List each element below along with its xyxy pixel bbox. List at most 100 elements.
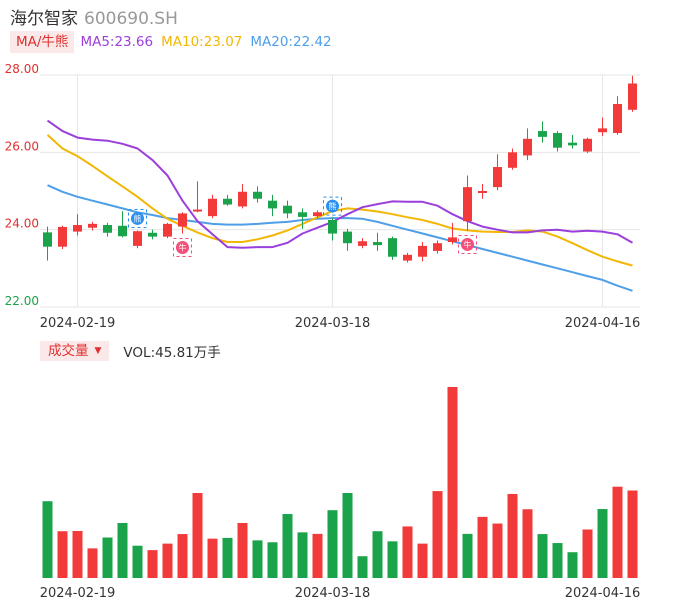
- stock-code: 600690.SH: [84, 9, 178, 29]
- volume-bar: [267, 542, 278, 578]
- ma-legend-bar: MA/牛熊 MA5:23.66 MA10:23.07 MA20:22.42: [10, 31, 332, 53]
- volume-bar: [117, 522, 128, 578]
- candle-body: [88, 223, 97, 228]
- volume-bar: [252, 540, 263, 578]
- volume-x-tick-label: 2024-02-19: [40, 586, 116, 601]
- y-axis-labels: 28.00 26.00 24.00 22.00: [5, 62, 39, 308]
- candle: [268, 194, 277, 217]
- candle: [163, 222, 172, 239]
- volume-bar: [237, 522, 248, 578]
- volume-bar: [402, 526, 413, 578]
- volume-bar: [537, 534, 548, 578]
- stock-header: 海尔智家 600690.SH: [10, 4, 178, 29]
- volume-bar: [177, 534, 188, 578]
- candle: [43, 226, 52, 261]
- ma20-legend: MA20:22.42: [250, 34, 332, 50]
- candle: [103, 222, 112, 237]
- candle-body: [253, 191, 262, 199]
- volume-toggle-button[interactable]: 成交量 ▼: [40, 341, 110, 361]
- ma5-series: [46, 119, 633, 249]
- candle: [148, 229, 157, 240]
- marker-label: 牛: [464, 239, 472, 249]
- volume-x-tick-label: 2024-03-18: [295, 586, 371, 601]
- marker-dot: [176, 241, 189, 255]
- bear-marker: 熊: [128, 208, 147, 228]
- volume-bar: [552, 543, 563, 578]
- candles-group: [43, 75, 637, 263]
- candle-body: [343, 231, 352, 244]
- candle-body: [478, 191, 487, 193]
- candle: [538, 121, 547, 143]
- marker-frame: [323, 196, 342, 216]
- candle: [508, 148, 517, 170]
- volume-bar: [42, 501, 53, 578]
- candle-body: [388, 238, 397, 257]
- candle-body: [43, 232, 52, 247]
- candle: [613, 96, 622, 135]
- candle-body: [148, 232, 157, 237]
- volume-bar: [477, 516, 488, 578]
- candle-body: [178, 213, 187, 227]
- candle: [133, 230, 142, 249]
- volume-bar: [357, 556, 368, 578]
- candle-body: [418, 245, 427, 257]
- candle-body: [118, 225, 127, 237]
- ma10-legend: MA10:23.07: [161, 34, 243, 50]
- candle: [418, 242, 427, 262]
- ma10-series: [46, 134, 633, 267]
- marker-label: 熊: [329, 201, 337, 211]
- marker-frame: [128, 208, 147, 228]
- marker-dot: [461, 237, 474, 251]
- candle-body: [373, 242, 382, 246]
- candle-body: [358, 241, 367, 246]
- candle: [238, 184, 247, 209]
- candle: [118, 211, 127, 238]
- candle-body: [598, 128, 607, 133]
- marker-frame: [458, 234, 477, 254]
- volume-bar: [312, 533, 323, 578]
- bear-marker: 熊: [323, 196, 342, 216]
- candle: [343, 228, 352, 251]
- volume-x-tick-label: 2024-04-16: [565, 586, 641, 601]
- x-axis-labels: 2024-02-19 2024-03-18 2024-04-16: [40, 316, 641, 331]
- volume-bar: [432, 491, 443, 578]
- marker-dot: [131, 211, 144, 225]
- x-tick-label: 2024-02-19: [40, 316, 116, 331]
- candle: [178, 212, 187, 234]
- candle: [88, 221, 97, 231]
- volume-value: VOL:45.81万手: [123, 345, 221, 361]
- candle-body: [268, 200, 277, 209]
- volume-bar: [207, 538, 218, 578]
- y-tick-label: 22.00: [5, 294, 39, 308]
- candle-body: [583, 138, 592, 152]
- caret-down-icon: ▼: [94, 346, 102, 356]
- volume-bar: [582, 529, 593, 578]
- candle: [433, 240, 442, 254]
- candle-body: [553, 133, 562, 148]
- volume-bar: [327, 510, 338, 578]
- candle-body: [283, 205, 292, 214]
- y-tick-label: 28.00: [5, 62, 39, 76]
- volume-bar: [417, 543, 428, 578]
- candle-body: [523, 138, 532, 156]
- candle-body: [628, 83, 637, 110]
- candle: [328, 218, 337, 241]
- candle-body: [133, 231, 142, 246]
- candle: [73, 214, 82, 236]
- candle-body: [298, 212, 307, 217]
- candle-body: [208, 198, 217, 217]
- volume-x-axis-labels: 2024-02-19 2024-03-18 2024-04-16: [40, 586, 641, 601]
- volume-bar: [162, 543, 173, 578]
- candle-body: [508, 152, 517, 168]
- candle-body: [238, 191, 247, 207]
- candle: [523, 128, 532, 161]
- candle: [283, 200, 292, 219]
- y-tick-label: 24.00: [5, 217, 39, 231]
- volume-bar: [597, 509, 608, 578]
- ma-toggle-button[interactable]: MA/牛熊: [10, 31, 75, 53]
- marker-label: 熊: [134, 213, 142, 223]
- volume-legend-bar: 成交量 ▼ VOL:45.81万手: [40, 341, 221, 361]
- marker-label: 牛: [179, 243, 187, 253]
- candle: [208, 194, 217, 219]
